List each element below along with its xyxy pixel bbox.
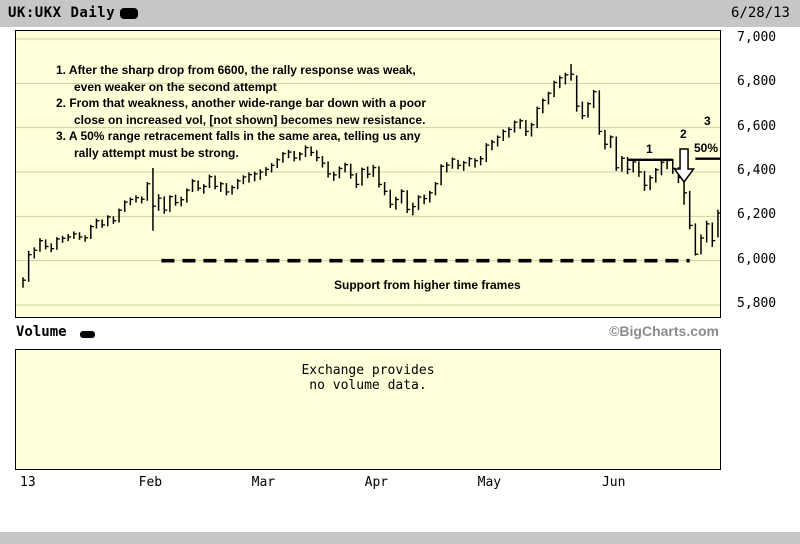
chart-header-bar: UK:UKX Daily 6/28/13 [0, 0, 800, 27]
volume-legend-handle-icon[interactable] [80, 331, 95, 338]
annotation-line: 1. After the sharp drop from 6600, the r… [56, 63, 416, 77]
y-axis-label: 6,000 [737, 251, 777, 267]
y-axis-label: 6,800 [737, 74, 777, 90]
annotation-line: 2. From that weakness, another wide-rang… [56, 96, 427, 110]
price-y-axis: 7,000 6,800 6,600 6,400 6,200 6,000 5,800 [737, 0, 797, 330]
y-axis-label: 7,000 [737, 30, 777, 45]
no-volume-line: Exchange provides [301, 363, 435, 378]
bottom-gray-bar [0, 532, 800, 544]
rally-marker-1: 1 [646, 142, 653, 156]
bigcharts-copyright: ©BigCharts.com [609, 323, 719, 339]
chart-date: 6/28/13 [730, 5, 790, 21]
x-axis-label: May [477, 475, 502, 490]
price-chart-canvas [16, 38, 720, 306]
x-axis-label: Feb [138, 475, 163, 490]
no-volume-line: no volume data. [309, 378, 427, 393]
support-line-label: Support from higher time frames [334, 278, 521, 292]
x-axis-label: Apr [364, 475, 389, 490]
x-axis-label: Jun [601, 475, 626, 490]
annotation-line: even weaker on the second attempt [74, 79, 277, 94]
y-axis-label: 5,800 [737, 296, 777, 311]
price-chart-panel: 1. After the sharp drop from 6600, the r… [15, 30, 721, 318]
volume-panel: Exchange provides no volume data. [15, 349, 721, 470]
symbol-title: UK:UKX Daily [8, 5, 116, 21]
annotation-line: rally attempt must be strong. [74, 145, 239, 160]
y-axis-label: 6,600 [737, 118, 777, 134]
fifty-percent-label: 50% [694, 141, 719, 155]
annotation-line: 3. A 50% range retracement falls in the … [56, 129, 421, 143]
time-axis: 13 Feb Mar Apr May Jun [0, 475, 800, 493]
chart-annotation-notes: 1. After the sharp drop from 6600, the r… [56, 62, 426, 161]
volume-label: Volume [16, 324, 67, 340]
rally-marker-2: 2 [680, 127, 687, 141]
y-axis-label: 6,400 [737, 163, 777, 178]
chart-legend-handle-icon[interactable] [120, 8, 138, 19]
y-axis-label: 6,200 [737, 207, 777, 223]
down-arrow-icon [673, 148, 696, 184]
rally-marker-3: 3 [704, 114, 711, 128]
x-axis-label: Mar [251, 475, 276, 490]
x-axis-label: 13 [20, 475, 36, 490]
no-volume-message: Exchange provides no volume data. [16, 363, 720, 393]
annotation-line: close on increased vol, [not shown] beco… [74, 112, 426, 127]
